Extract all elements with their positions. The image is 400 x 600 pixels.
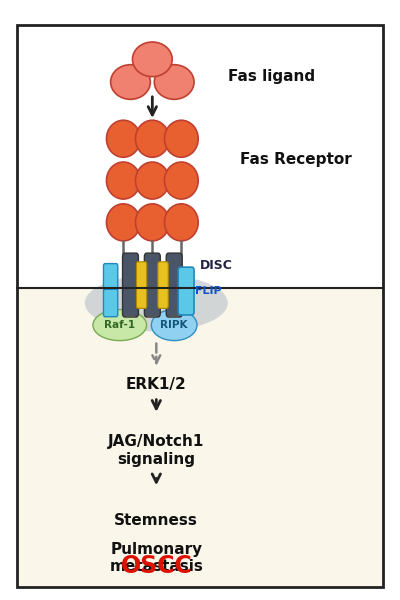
Text: RIPK: RIPK — [160, 320, 188, 330]
FancyBboxPatch shape — [144, 253, 160, 317]
FancyBboxPatch shape — [104, 263, 118, 291]
Ellipse shape — [132, 42, 172, 77]
Text: Stemness: Stemness — [114, 514, 198, 529]
Ellipse shape — [93, 310, 146, 341]
Text: DISC: DISC — [200, 259, 233, 272]
Text: FLIP: FLIP — [195, 286, 222, 296]
Text: Fas ligand: Fas ligand — [228, 68, 315, 83]
Text: Raf-1: Raf-1 — [104, 320, 135, 330]
Ellipse shape — [106, 204, 140, 241]
Bar — [17, 288, 383, 587]
Text: Pulmonary
metastasis: Pulmonary metastasis — [109, 542, 203, 574]
FancyBboxPatch shape — [166, 253, 182, 317]
Ellipse shape — [151, 310, 197, 341]
FancyBboxPatch shape — [178, 267, 194, 315]
FancyBboxPatch shape — [158, 262, 168, 308]
Ellipse shape — [164, 162, 198, 199]
Ellipse shape — [154, 65, 194, 100]
Ellipse shape — [106, 162, 140, 199]
Text: JAG/Notch1
signaling: JAG/Notch1 signaling — [108, 434, 204, 467]
Text: ERK1/2: ERK1/2 — [126, 377, 187, 392]
Ellipse shape — [136, 120, 169, 157]
FancyBboxPatch shape — [104, 289, 118, 317]
Ellipse shape — [136, 204, 169, 241]
Ellipse shape — [85, 275, 228, 331]
FancyBboxPatch shape — [136, 262, 147, 308]
Text: Fas Receptor: Fas Receptor — [240, 152, 352, 167]
Ellipse shape — [164, 120, 198, 157]
Ellipse shape — [164, 204, 198, 241]
Text: OSCC: OSCC — [120, 554, 192, 578]
Ellipse shape — [136, 162, 169, 199]
FancyBboxPatch shape — [122, 253, 138, 317]
Ellipse shape — [111, 65, 150, 100]
Bar — [17, 25, 383, 288]
Ellipse shape — [106, 120, 140, 157]
